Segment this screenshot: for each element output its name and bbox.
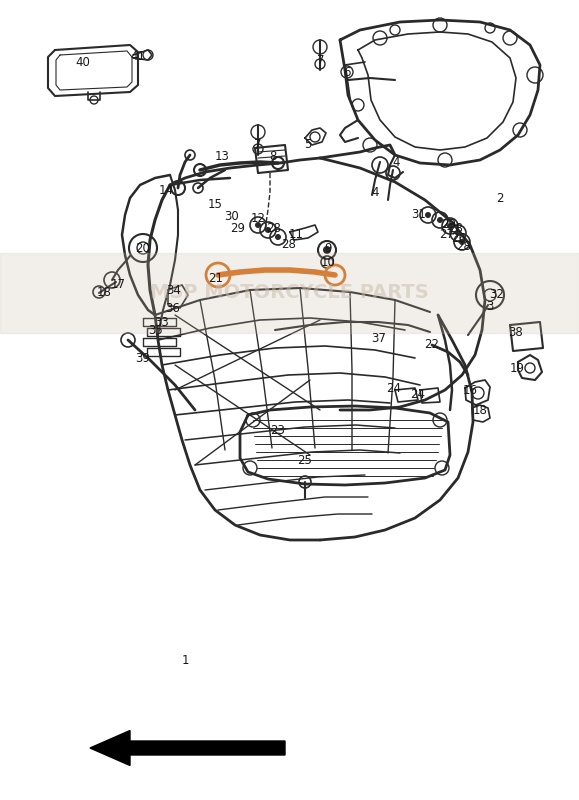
Text: 8: 8 <box>269 150 277 162</box>
Text: 4: 4 <box>392 157 400 170</box>
Text: 5: 5 <box>305 138 312 151</box>
Text: 3: 3 <box>486 301 494 314</box>
Text: 27: 27 <box>439 229 455 242</box>
Text: 7: 7 <box>254 138 262 151</box>
Text: 14: 14 <box>159 183 174 197</box>
Circle shape <box>425 212 431 218</box>
Text: 23: 23 <box>270 423 285 437</box>
Text: 24: 24 <box>411 387 426 401</box>
Text: 29: 29 <box>442 218 456 230</box>
Text: 26: 26 <box>452 231 467 245</box>
Text: 28: 28 <box>449 222 463 235</box>
Circle shape <box>459 239 465 245</box>
Text: 41: 41 <box>130 50 145 63</box>
Text: 4: 4 <box>371 186 379 198</box>
Circle shape <box>323 246 331 254</box>
Text: 10: 10 <box>321 255 335 269</box>
Text: 1: 1 <box>181 654 189 666</box>
Text: 20: 20 <box>135 242 151 255</box>
Circle shape <box>275 234 281 240</box>
Text: 40: 40 <box>76 57 90 70</box>
Text: 19: 19 <box>510 362 525 374</box>
Text: 34: 34 <box>167 285 181 298</box>
Text: 2: 2 <box>496 191 504 205</box>
Text: 31: 31 <box>412 209 427 222</box>
Text: 6: 6 <box>343 66 351 78</box>
Text: 24: 24 <box>387 382 401 394</box>
Circle shape <box>437 217 443 223</box>
Text: 18: 18 <box>97 286 111 299</box>
Text: 32: 32 <box>490 289 504 302</box>
Circle shape <box>447 223 453 229</box>
Text: 25: 25 <box>298 454 313 467</box>
Text: 33: 33 <box>155 315 170 329</box>
Text: 38: 38 <box>508 326 523 338</box>
Text: 22: 22 <box>424 338 439 351</box>
Text: 12: 12 <box>251 211 266 225</box>
Text: 13: 13 <box>215 150 229 163</box>
Text: 37: 37 <box>372 333 386 346</box>
Text: 7: 7 <box>317 54 325 66</box>
Text: 18: 18 <box>472 403 488 417</box>
Text: 30: 30 <box>225 210 239 223</box>
Circle shape <box>255 222 261 228</box>
Bar <box>0 253 579 333</box>
Text: MSP MOTORCYCLE PARTS: MSP MOTORCYCLE PARTS <box>150 283 429 302</box>
Text: 9: 9 <box>324 242 332 255</box>
Text: 39: 39 <box>135 351 151 365</box>
Text: 29: 29 <box>230 222 245 234</box>
Text: 28: 28 <box>266 222 281 235</box>
Text: 17: 17 <box>111 278 126 290</box>
Text: 36: 36 <box>166 302 181 314</box>
Text: 28: 28 <box>457 239 471 253</box>
Text: 35: 35 <box>149 325 163 338</box>
Text: 16: 16 <box>463 383 478 397</box>
Text: 21: 21 <box>208 271 223 285</box>
Circle shape <box>265 227 271 233</box>
Text: 15: 15 <box>207 198 222 211</box>
Text: 11: 11 <box>288 229 303 242</box>
FancyArrow shape <box>90 730 285 766</box>
Text: 28: 28 <box>281 238 296 251</box>
Circle shape <box>455 230 461 236</box>
